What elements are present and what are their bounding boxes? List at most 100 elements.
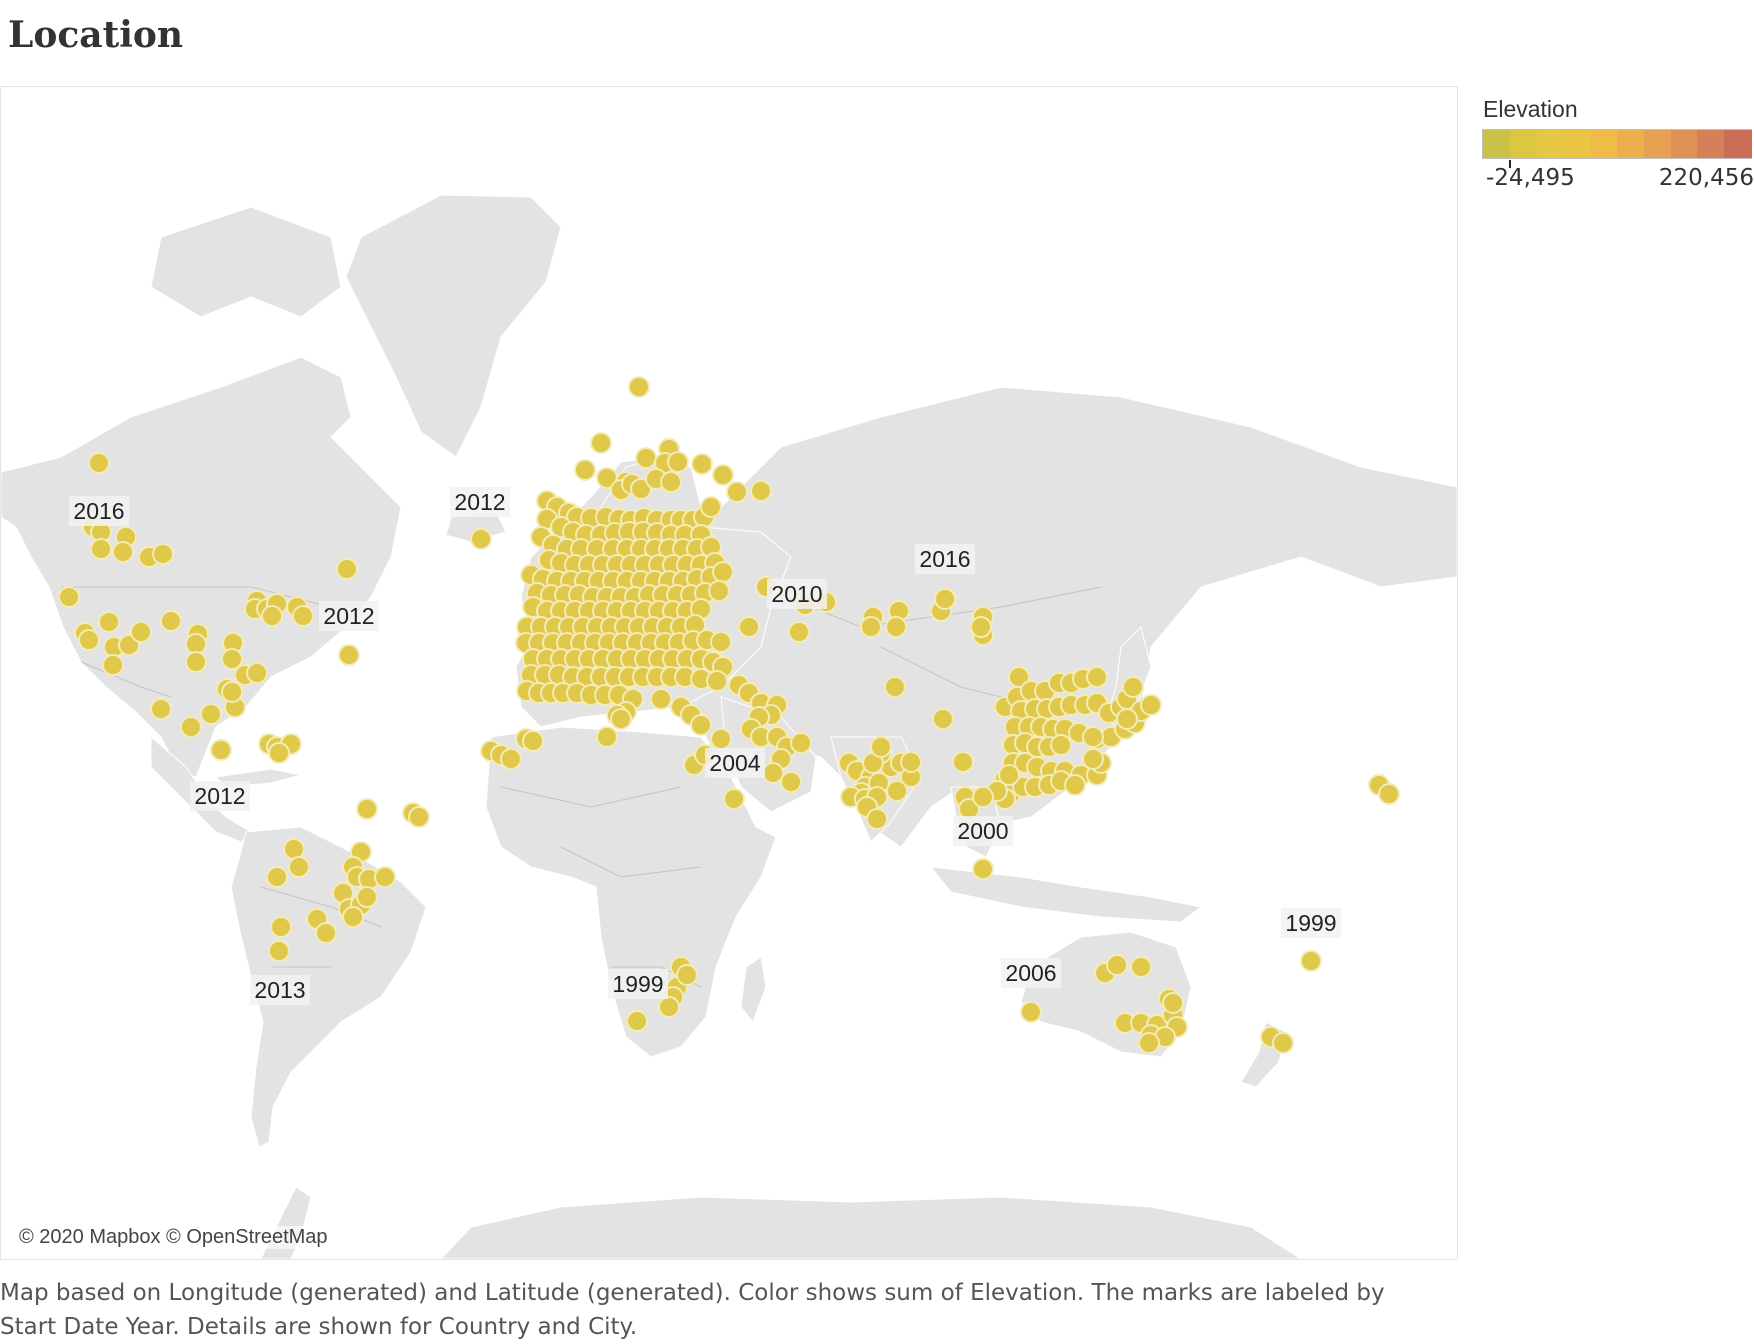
- location-marker[interactable]: [1082, 748, 1104, 770]
- location-marker[interactable]: [630, 478, 652, 500]
- location-marker[interactable]: [1082, 726, 1104, 748]
- location-marker[interactable]: [210, 739, 232, 761]
- location-marker[interactable]: [78, 629, 100, 651]
- location-marker[interactable]: [610, 708, 632, 730]
- location-marker[interactable]: [200, 703, 222, 725]
- location-marker[interactable]: [1106, 954, 1128, 976]
- location-marker[interactable]: [180, 716, 202, 738]
- location-marker[interactable]: [221, 648, 243, 670]
- location-marker[interactable]: [884, 676, 906, 698]
- location-marker[interactable]: [635, 447, 657, 469]
- location-marker[interactable]: [88, 452, 110, 474]
- location-marker[interactable]: [270, 916, 292, 938]
- location-marker[interactable]: [952, 751, 974, 773]
- location-marker[interactable]: [708, 580, 730, 602]
- location-marker[interactable]: [712, 464, 734, 486]
- location-marker[interactable]: [690, 714, 712, 736]
- location-marker[interactable]: [790, 732, 812, 754]
- location-marker[interactable]: [1116, 708, 1138, 730]
- location-marker[interactable]: [268, 940, 290, 962]
- location-marker[interactable]: [160, 610, 182, 632]
- location-marker[interactable]: [283, 838, 305, 860]
- location-marker[interactable]: [338, 644, 360, 666]
- location-marker[interactable]: [667, 451, 689, 473]
- map-attribution[interactable]: © 2020 Mapbox © OpenStreetMap: [16, 1226, 331, 1249]
- location-marker[interactable]: [676, 964, 698, 986]
- location-marker[interactable]: [470, 528, 492, 550]
- location-marker[interactable]: [596, 726, 618, 748]
- location-marker[interactable]: [574, 459, 596, 481]
- location-marker[interactable]: [900, 751, 922, 773]
- location-marker[interactable]: [336, 558, 358, 580]
- location-marker[interactable]: [700, 496, 722, 518]
- location-marker[interactable]: [870, 736, 892, 758]
- location-marker[interactable]: [932, 708, 954, 730]
- location-marker[interactable]: [1020, 1001, 1042, 1023]
- location-marker[interactable]: [221, 681, 243, 703]
- location-marker[interactable]: [706, 670, 728, 692]
- location-marker[interactable]: [288, 856, 310, 878]
- location-marker[interactable]: [266, 866, 288, 888]
- location-marker[interactable]: [628, 376, 650, 398]
- marker-layer[interactable]: [58, 376, 1400, 1054]
- location-marker[interactable]: [590, 432, 612, 454]
- location-marker[interactable]: [268, 742, 290, 764]
- location-marker[interactable]: [1272, 1032, 1294, 1054]
- location-marker[interactable]: [408, 806, 430, 828]
- map-view[interactable]: 2016 2012 2012 2016 2010 2004 2000 2012 2013 1999…: [0, 86, 1458, 1260]
- location-marker[interactable]: [342, 906, 364, 928]
- location-marker[interactable]: [112, 541, 134, 563]
- location-marker[interactable]: [1140, 694, 1162, 716]
- location-marker[interactable]: [998, 764, 1020, 786]
- location-marker[interactable]: [1162, 992, 1184, 1014]
- location-marker[interactable]: [130, 621, 152, 643]
- location-marker[interactable]: [970, 616, 992, 638]
- location-marker[interactable]: [726, 481, 748, 503]
- location-marker[interactable]: [723, 788, 745, 810]
- location-marker[interactable]: [58, 586, 80, 608]
- location-marker[interactable]: [500, 748, 522, 770]
- location-marker[interactable]: [98, 611, 120, 633]
- location-marker[interactable]: [152, 543, 174, 565]
- location-marker[interactable]: [1086, 666, 1108, 688]
- location-marker[interactable]: [1300, 950, 1322, 972]
- location-marker[interactable]: [1050, 734, 1072, 756]
- location-marker[interactable]: [1122, 676, 1144, 698]
- location-marker[interactable]: [185, 651, 207, 673]
- location-marker[interactable]: [292, 605, 314, 627]
- color-legend[interactable]: Elevation -24,495 220,456: [1482, 96, 1754, 193]
- location-marker[interactable]: [738, 616, 760, 638]
- location-marker[interactable]: [658, 996, 680, 1018]
- location-marker[interactable]: [315, 922, 337, 944]
- location-marker[interactable]: [626, 1010, 648, 1032]
- location-marker[interactable]: [886, 780, 908, 802]
- location-marker[interactable]: [356, 886, 378, 908]
- location-marker[interactable]: [1138, 1032, 1160, 1054]
- location-marker[interactable]: [660, 471, 682, 493]
- location-marker[interactable]: [246, 662, 268, 684]
- location-marker[interactable]: [356, 798, 378, 820]
- location-marker[interactable]: [650, 688, 672, 710]
- location-marker[interactable]: [1064, 774, 1086, 796]
- location-marker[interactable]: [972, 858, 994, 880]
- location-marker[interactable]: [90, 538, 112, 560]
- location-marker[interactable]: [860, 616, 882, 638]
- location-marker[interactable]: [972, 786, 994, 808]
- location-marker[interactable]: [1130, 956, 1152, 978]
- location-marker[interactable]: [712, 561, 734, 583]
- location-marker[interactable]: [762, 762, 784, 784]
- location-marker[interactable]: [1378, 783, 1400, 805]
- location-marker[interactable]: [788, 621, 810, 643]
- location-marker[interactable]: [522, 730, 544, 752]
- location-marker[interactable]: [750, 480, 772, 502]
- location-marker[interactable]: [374, 866, 396, 888]
- location-marker[interactable]: [261, 605, 283, 627]
- location-marker[interactable]: [150, 698, 172, 720]
- location-marker[interactable]: [866, 808, 888, 830]
- location-marker[interactable]: [885, 616, 907, 638]
- location-marker[interactable]: [710, 728, 732, 750]
- world-map[interactable]: 2016 2012 2012 2016 2010 2004 2000 2012 2013 1999…: [1, 87, 1457, 1259]
- location-marker[interactable]: [934, 588, 956, 610]
- location-marker[interactable]: [780, 771, 802, 793]
- location-marker[interactable]: [710, 631, 732, 653]
